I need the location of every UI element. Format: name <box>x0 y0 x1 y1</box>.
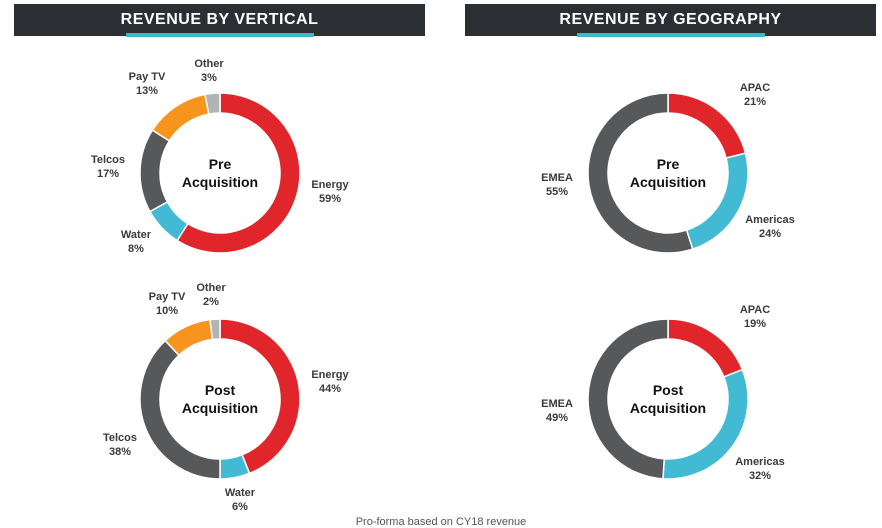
slice-label-americas: Americas <box>745 214 795 226</box>
slice-value-water: 8% <box>128 243 144 255</box>
slice-value-apac: 19% <box>744 318 766 330</box>
center-label-line1: Pre <box>657 156 680 172</box>
slice-other <box>209 318 221 341</box>
donut-vertical-post: Energy 44% Water 6% Telcos 38% Pay TV 10% Other 2… <box>103 282 350 513</box>
slice-value-pay-tv: 13% <box>136 85 158 97</box>
slice-emea <box>587 318 669 480</box>
donut-geo-pre: APAC 21% Americas 24% EMEA 55% Pre Acquisition <box>541 82 795 254</box>
slice-value-telcos: 38% <box>109 446 131 458</box>
donut-geo-post: APAC 19% Americas 32% EMEA 49% Post Acquisition <box>541 304 785 482</box>
slice-label-pay-tv: Pay TV <box>149 291 186 303</box>
slice-value-emea: 49% <box>546 412 568 424</box>
slice-value-energy: 44% <box>319 383 341 395</box>
slice-value-americas: 24% <box>759 228 781 240</box>
section-title-vertical: REVENUE BY VERTICAL <box>120 11 319 28</box>
slice-value-americas: 32% <box>749 470 771 482</box>
slice-label-pay-tv: Pay TV <box>129 71 166 83</box>
slice-label-other: Other <box>196 282 226 294</box>
center-label-line2: Acquisition <box>630 400 706 416</box>
center-label-line2: Acquisition <box>182 174 258 190</box>
slice-label-water: Water <box>121 229 152 241</box>
slice-value-apac: 21% <box>744 96 766 108</box>
center-label-line2: Acquisition <box>630 174 706 190</box>
slice-value-energy: 59% <box>319 193 341 205</box>
slice-other <box>204 92 221 115</box>
slice-label-apac: APAC <box>740 82 770 94</box>
slice-label-emea: EMEA <box>541 398 573 410</box>
footer-note: Pro-forma based on CY18 revenue <box>355 516 527 528</box>
slice-apac <box>667 92 747 159</box>
slice-label-energy: Energy <box>311 369 349 381</box>
slice-americas <box>685 152 749 251</box>
section-underline <box>125 33 314 37</box>
section-header-vertical: REVENUE BY VERTICAL <box>14 4 425 37</box>
donut-vertical-pre: Energy 59% Water 8% Telcos 17% Pay TV 13% Other 3… <box>91 58 350 255</box>
slice-label-americas: Americas <box>735 456 785 468</box>
slice-value-other: 3% <box>201 72 217 84</box>
slice-telcos <box>139 129 171 213</box>
slice-label-other: Other <box>194 58 224 70</box>
slice-label-emea: EMEA <box>541 172 573 184</box>
slice-pay-tv <box>151 93 210 142</box>
slice-label-telcos: Telcos <box>103 432 137 444</box>
slice-value-pay-tv: 10% <box>156 305 178 317</box>
section-title-geography: REVENUE BY GEOGRAPHY <box>559 11 782 28</box>
slice-apac <box>667 318 744 378</box>
center-label-line1: Post <box>205 382 236 398</box>
center-label-line1: Post <box>653 382 684 398</box>
center-label-line1: Pre <box>209 156 232 172</box>
slice-value-other: 2% <box>203 296 219 308</box>
slice-emea <box>587 92 694 254</box>
slice-value-telcos: 17% <box>97 168 119 180</box>
slice-label-telcos: Telcos <box>91 154 125 166</box>
slice-label-energy: Energy <box>311 179 349 191</box>
slice-value-water: 6% <box>232 501 248 513</box>
section-header-geography: REVENUE BY GEOGRAPHY <box>465 4 876 37</box>
slice-value-emea: 55% <box>546 186 568 198</box>
slice-energy <box>176 92 301 254</box>
slice-label-apac: APAC <box>740 304 770 316</box>
section-underline <box>576 33 765 37</box>
slice-label-water: Water <box>225 487 256 499</box>
center-label-line2: Acquisition <box>182 400 258 416</box>
